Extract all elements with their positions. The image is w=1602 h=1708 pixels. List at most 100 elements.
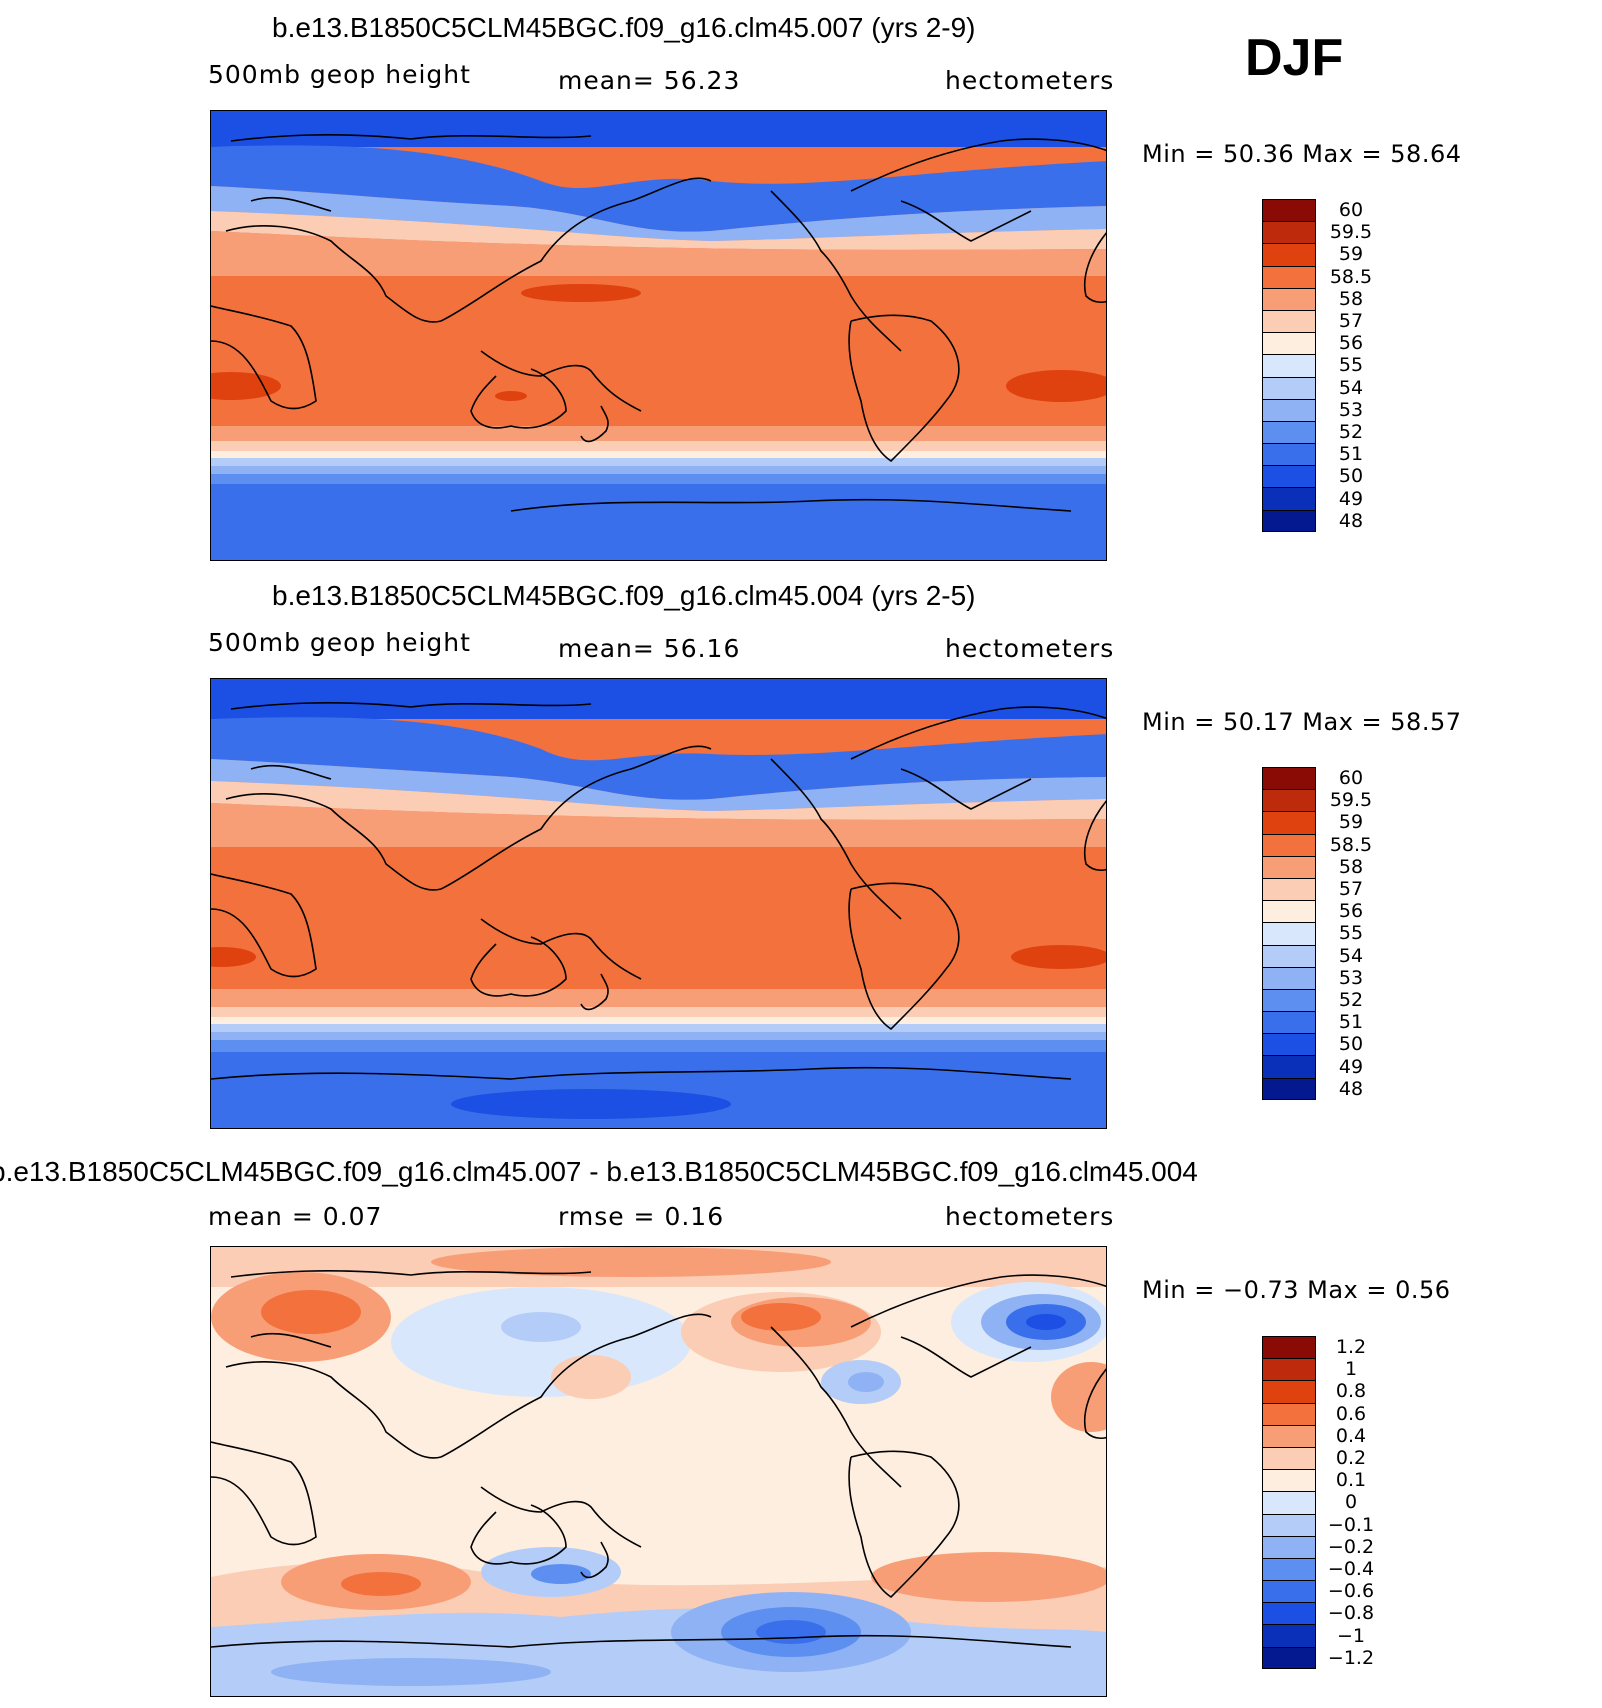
colorbar-label: 54 xyxy=(1338,944,1364,967)
colorbar-box xyxy=(1262,1513,1316,1536)
band-p2-5 xyxy=(211,847,1106,997)
colorbar-label: 59 xyxy=(1338,811,1364,834)
band-p2-8 xyxy=(211,1017,1106,1024)
colorbar-label: 52 xyxy=(1338,421,1364,443)
hi-p3-f xyxy=(551,1355,631,1399)
max-p1-a xyxy=(521,284,641,302)
colorbar-label: 49 xyxy=(1338,1055,1364,1078)
band-p1-6 xyxy=(211,426,1106,441)
colorbar-label: 59.5 xyxy=(1329,221,1373,244)
max-p2-a xyxy=(1011,945,1106,969)
min-p2-a xyxy=(451,1089,731,1119)
hi-p3-e xyxy=(741,1303,821,1331)
colorbar-label: 0.1 xyxy=(1335,1469,1367,1492)
panel3-map xyxy=(210,1246,1107,1697)
colorbar-label: 54 xyxy=(1338,376,1364,399)
band-p1-0 xyxy=(211,111,1106,147)
band-p2-2 xyxy=(211,759,1106,811)
season-label: DJF xyxy=(1245,29,1344,87)
colorbar-box xyxy=(1262,487,1316,510)
colorbar-box xyxy=(1262,1646,1316,1669)
colorbar-box xyxy=(1262,988,1316,1012)
colorbar-label: −0.6 xyxy=(1327,1580,1375,1603)
colorbar-box xyxy=(1262,1491,1316,1514)
panel2-variable: 500mb geop height xyxy=(208,628,471,657)
colorbar-box xyxy=(1262,1602,1316,1625)
band-p1-4 xyxy=(211,231,1106,276)
colorbar-label: 59.5 xyxy=(1329,789,1373,812)
colorbar-label: 53 xyxy=(1338,398,1364,421)
band-p2-6 xyxy=(211,989,1106,1007)
panel1-mean: mean= 56.23 xyxy=(558,66,741,95)
colorbar-label: 60 xyxy=(1338,199,1364,221)
colorbar-label: 52 xyxy=(1338,989,1364,1011)
colorbar-box xyxy=(1262,1336,1316,1359)
colorbar-label: 60 xyxy=(1338,767,1364,789)
panel2-colorbar xyxy=(1262,767,1316,1100)
colorbar-label: 51 xyxy=(1338,443,1364,466)
panel3-units: hectometers xyxy=(945,1202,1115,1231)
band-p1-10 xyxy=(211,466,1106,474)
band-p2-4 xyxy=(211,803,1106,847)
colorbar-box xyxy=(1262,265,1316,288)
colorbar-box xyxy=(1262,1011,1316,1034)
colorbar-label: 50 xyxy=(1338,1033,1364,1056)
max-p1-b xyxy=(1006,370,1106,402)
colorbar-label: 56 xyxy=(1338,900,1364,923)
hi-p3-g xyxy=(1051,1362,1106,1432)
colorbar-box xyxy=(1262,199,1316,222)
band-p1-2 xyxy=(211,186,1106,241)
colorbar-box xyxy=(1262,1380,1316,1403)
colorbar-box xyxy=(1262,221,1316,244)
panel2-minmax: Min = 50.17 Max = 58.57 xyxy=(1142,708,1462,736)
colorbar-box xyxy=(1262,833,1316,856)
band-p1-5 xyxy=(211,276,1106,436)
max-p2-b xyxy=(211,947,256,967)
colorbar-label: −1.2 xyxy=(1327,1646,1375,1669)
colorbar-label: 48 xyxy=(1338,509,1364,532)
colorbar-box xyxy=(1262,1446,1316,1470)
colorbar-box xyxy=(1262,1580,1316,1603)
band-p1-12 xyxy=(211,484,1106,560)
colorbar-box xyxy=(1262,376,1316,399)
band-p1-9 xyxy=(211,458,1106,466)
lo-p3-b xyxy=(501,1312,581,1342)
lo-p3-n xyxy=(271,1658,551,1686)
colorbar-label: 56 xyxy=(1338,332,1364,355)
colorbar-box xyxy=(1262,855,1316,878)
colorbar-label: 55 xyxy=(1338,922,1364,945)
colorbar-box xyxy=(1262,443,1316,466)
band-p2-7 xyxy=(211,1007,1106,1017)
colorbar-box xyxy=(1262,877,1316,901)
band-p2-3 xyxy=(211,781,1106,820)
colorbar-box xyxy=(1262,1535,1316,1558)
panel2-map xyxy=(210,678,1107,1129)
colorbar-box xyxy=(1262,465,1316,488)
lo-p3-m xyxy=(756,1620,826,1644)
colorbar-box xyxy=(1262,243,1316,266)
band-p1-8 xyxy=(211,451,1106,458)
colorbar-box xyxy=(1262,509,1316,532)
colorbar-box xyxy=(1262,966,1316,989)
colorbar-box xyxy=(1262,1624,1316,1647)
colorbar-label: 58.5 xyxy=(1329,833,1373,856)
colorbar-label: 0 xyxy=(1344,1491,1358,1514)
max-p1-d xyxy=(495,391,527,401)
colorbar-label: 0.4 xyxy=(1335,1424,1367,1447)
panel2-mean: mean= 56.16 xyxy=(558,634,741,663)
panel1-title: b.e13.B1850C5CLM45BGC.f09_g16.clm45.007 … xyxy=(272,12,976,43)
panel2-title: b.e13.B1850C5CLM45BGC.f09_g16.clm45.004 … xyxy=(272,580,976,611)
colorbar-label: −0.1 xyxy=(1327,1513,1375,1536)
panel1-variable: 500mb geop height xyxy=(208,60,471,89)
coastlines-p3 xyxy=(211,1270,1106,1648)
colorbar-label: 55 xyxy=(1338,354,1364,377)
colorbar-label: 50 xyxy=(1338,465,1364,488)
colorbar-box xyxy=(1262,1424,1316,1447)
colorbar-label: −0.8 xyxy=(1327,1602,1375,1625)
colorbar-box xyxy=(1262,332,1316,355)
colorbar-box xyxy=(1262,1358,1316,1381)
panel1-units: hectometers xyxy=(945,66,1115,95)
lo-p3-j xyxy=(531,1564,591,1584)
colorbar-label: 57 xyxy=(1338,310,1364,332)
colorbar-box xyxy=(1262,944,1316,967)
